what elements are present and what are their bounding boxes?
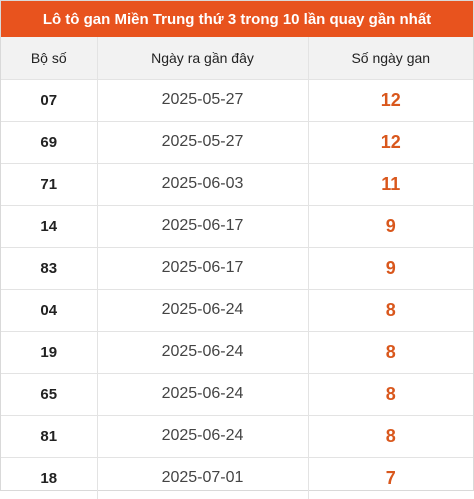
cell-days: 8	[308, 372, 473, 415]
cell-date: 2025-06-24	[97, 330, 309, 373]
cell-days: 12	[308, 120, 473, 163]
table-row: 81 2025-06-24 8	[1, 414, 473, 457]
table-row: 69 2025-05-27 12	[1, 120, 473, 163]
table-row: 83 2025-06-17 9	[1, 246, 473, 289]
table-row: 19 2025-06-24 8	[1, 330, 473, 373]
cell-number: 71	[1, 162, 98, 205]
cell-number: 04	[1, 288, 98, 331]
cell-days: 12	[308, 78, 473, 121]
cell-days: 9	[308, 246, 473, 289]
cell-days: 9	[308, 204, 473, 247]
table-row: 04 2025-06-24 8	[1, 288, 473, 331]
column-header-days: Số ngày gan	[351, 49, 431, 66]
cell-number: 83	[1, 246, 98, 289]
cell-number: 81	[1, 414, 98, 457]
cell-date: 2025-07-01	[97, 456, 309, 499]
cell-date: 2025-06-24	[97, 372, 309, 415]
table-row: 71 2025-06-03 11	[1, 162, 473, 205]
table-row: 18 2025-07-01 7	[1, 456, 473, 499]
cell-date: 2025-05-27	[97, 120, 309, 163]
lo-gan-table: Bộ số Ngày ra gần đây Số ngày gan 07 202…	[1, 37, 473, 499]
cell-number: 07	[1, 78, 98, 121]
cell-date: 2025-06-24	[97, 288, 309, 331]
cell-date: 2025-06-17	[97, 246, 309, 289]
table-title: Lô tô gan Miền Trung thứ 3 trong 10 lần …	[1, 1, 473, 37]
cell-number: 18	[1, 456, 98, 499]
column-header-number: Bộ số	[1, 37, 98, 79]
table-row: 14 2025-06-17 9	[1, 204, 473, 247]
column-header-date: Ngày ra gần đây	[97, 37, 309, 79]
cell-date: 2025-06-03	[97, 162, 309, 205]
cell-date: 2025-06-24	[97, 414, 309, 457]
table-row: 65 2025-06-24 8	[1, 372, 473, 415]
cell-date: 2025-06-17	[97, 204, 309, 247]
cell-days: 8	[308, 330, 473, 373]
table-row: 07 2025-05-27 12	[1, 78, 473, 121]
cell-number: 69	[1, 120, 98, 163]
cell-days: 8	[308, 414, 473, 457]
cell-number: 19	[1, 330, 98, 373]
table-header-row: Bộ số Ngày ra gần đây Số ngày gan	[1, 37, 473, 79]
cell-days: 7	[308, 456, 473, 499]
cell-date: 2025-05-27	[97, 78, 309, 121]
cell-number: 14	[1, 204, 98, 247]
cell-days: 11	[308, 162, 473, 205]
cell-days: 8	[308, 288, 473, 331]
cell-number: 65	[1, 372, 98, 415]
